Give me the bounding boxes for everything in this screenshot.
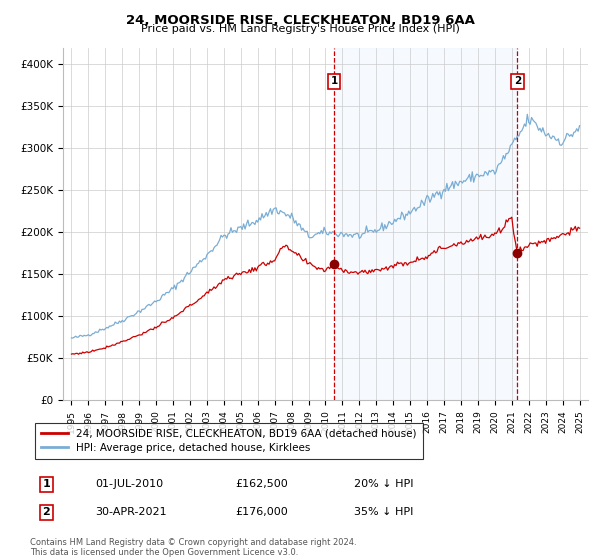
Text: £176,000: £176,000 xyxy=(235,507,288,517)
Bar xyxy=(334,48,517,400)
Text: 1: 1 xyxy=(331,76,338,86)
Text: 20% ↓ HPI: 20% ↓ HPI xyxy=(354,479,413,489)
Text: 24, MOORSIDE RISE, CLECKHEATON, BD19 6AA: 24, MOORSIDE RISE, CLECKHEATON, BD19 6AA xyxy=(125,14,475,27)
Text: 2: 2 xyxy=(43,507,50,517)
Legend: 24, MOORSIDE RISE, CLECKHEATON, BD19 6AA (detached house), HPI: Average price, d: 24, MOORSIDE RISE, CLECKHEATON, BD19 6AA… xyxy=(35,423,422,459)
Text: 1: 1 xyxy=(43,479,50,489)
Text: Contains HM Land Registry data © Crown copyright and database right 2024.
This d: Contains HM Land Registry data © Crown c… xyxy=(30,538,356,557)
Text: 35% ↓ HPI: 35% ↓ HPI xyxy=(354,507,413,517)
Text: 01-JUL-2010: 01-JUL-2010 xyxy=(95,479,163,489)
Text: £162,500: £162,500 xyxy=(235,479,288,489)
Text: 30-APR-2021: 30-APR-2021 xyxy=(95,507,166,517)
Text: 2: 2 xyxy=(514,76,521,86)
Text: Price paid vs. HM Land Registry's House Price Index (HPI): Price paid vs. HM Land Registry's House … xyxy=(140,24,460,34)
